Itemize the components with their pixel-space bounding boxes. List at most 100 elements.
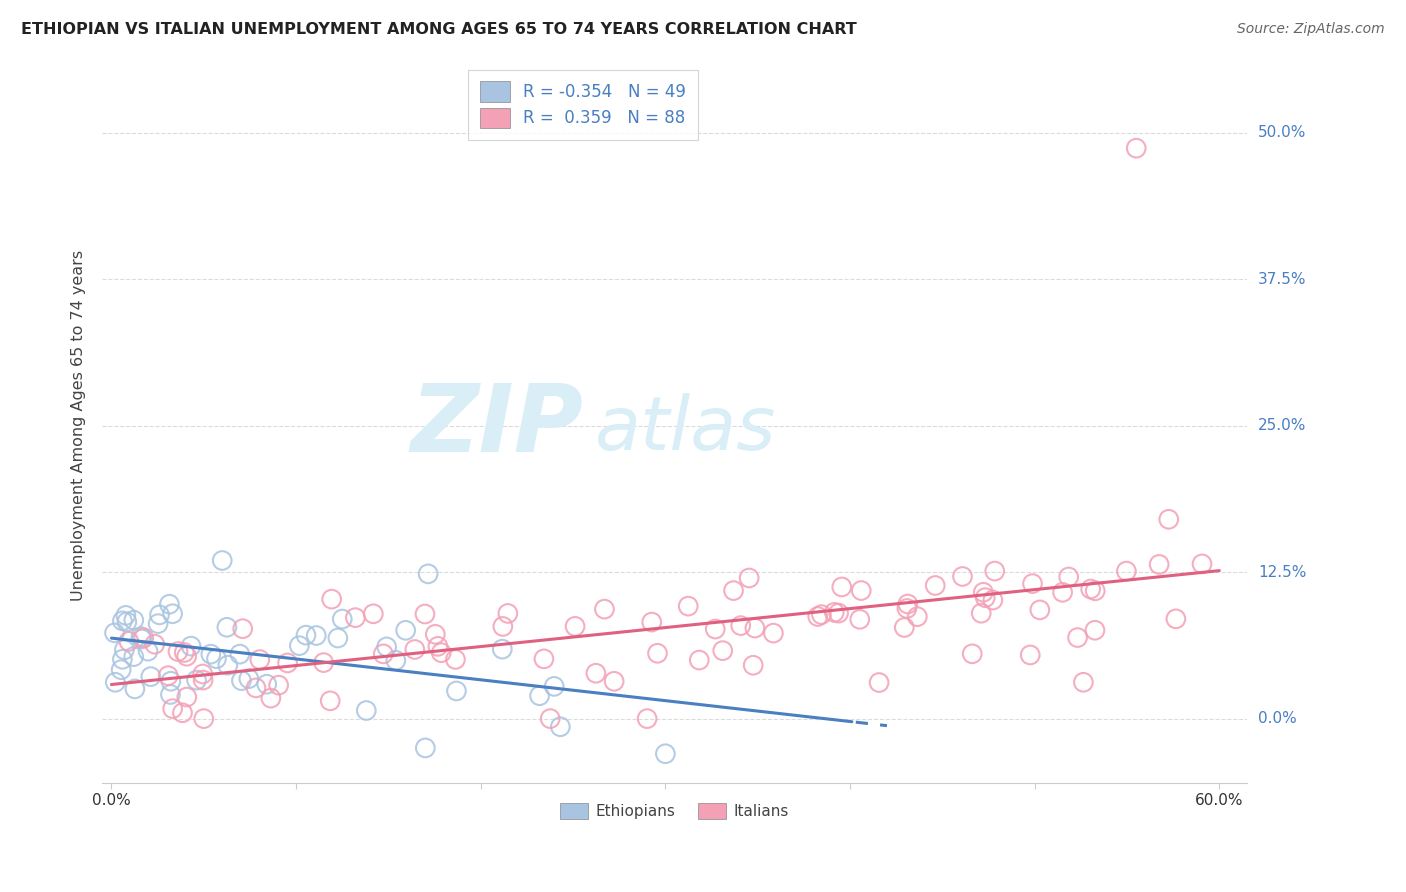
Point: [742, 658, 765, 673]
Point: [744, 621, 766, 635]
Point: [395, 624, 418, 638]
Point: [981, 593, 1004, 607]
Point: [810, 607, 832, 622]
Point: [139, 670, 162, 684]
Point: [344, 610, 367, 624]
Point: [321, 592, 343, 607]
Point: [215, 620, 238, 634]
Text: 37.5%: 37.5%: [1258, 272, 1306, 287]
Point: [678, 599, 700, 614]
Point: [231, 673, 253, 688]
Legend: Ethiopians, Italians: Ethiopians, Italians: [554, 797, 794, 825]
Point: [176, 649, 198, 664]
Point: [245, 681, 267, 695]
Point: [143, 637, 166, 651]
Point: [1057, 570, 1080, 584]
Point: [970, 606, 993, 620]
Point: [115, 615, 138, 629]
Point: [654, 747, 676, 761]
Point: [136, 644, 159, 658]
Point: [122, 649, 145, 664]
Point: [1019, 648, 1042, 662]
Point: [896, 601, 918, 615]
Point: [159, 597, 181, 611]
Point: [1066, 631, 1088, 645]
Point: [550, 720, 572, 734]
Point: [305, 628, 328, 642]
Point: [160, 674, 183, 689]
Point: [112, 642, 135, 657]
Point: [585, 666, 607, 681]
Point: [1115, 564, 1137, 578]
Point: [491, 642, 513, 657]
Point: [827, 606, 849, 620]
Point: [148, 607, 170, 622]
Point: [173, 646, 195, 660]
Point: [131, 632, 153, 646]
Point: [972, 585, 994, 599]
Point: [868, 675, 890, 690]
Point: [1080, 582, 1102, 596]
Point: [983, 564, 1005, 578]
Point: [974, 591, 997, 605]
Point: [229, 647, 252, 661]
Point: [232, 622, 254, 636]
Point: [636, 712, 658, 726]
Point: [319, 694, 342, 708]
Point: [176, 690, 198, 704]
Point: [723, 583, 745, 598]
Text: 25.0%: 25.0%: [1258, 418, 1306, 434]
Point: [492, 619, 515, 633]
Point: [110, 663, 132, 677]
Point: [249, 652, 271, 666]
Point: [641, 615, 664, 629]
Point: [730, 618, 752, 632]
Point: [893, 620, 915, 634]
Point: [1164, 612, 1187, 626]
Point: [711, 643, 734, 657]
Point: [1073, 675, 1095, 690]
Point: [426, 640, 449, 654]
Point: [267, 678, 290, 692]
Point: [162, 607, 184, 621]
Point: [603, 674, 626, 689]
Point: [413, 607, 436, 621]
Point: [564, 619, 586, 633]
Point: [111, 614, 134, 628]
Text: 0.0%: 0.0%: [1258, 711, 1296, 726]
Point: [104, 675, 127, 690]
Point: [1052, 585, 1074, 599]
Point: [124, 681, 146, 696]
Point: [924, 578, 946, 592]
Point: [217, 658, 239, 673]
Point: [326, 631, 349, 645]
Text: Source: ZipAtlas.com: Source: ZipAtlas.com: [1237, 22, 1385, 37]
Point: [256, 677, 278, 691]
Point: [415, 740, 437, 755]
Point: [205, 651, 228, 665]
Point: [330, 612, 353, 626]
Point: [543, 679, 565, 693]
Point: [738, 571, 761, 585]
Point: [260, 691, 283, 706]
Y-axis label: Unemployment Among Ages 65 to 74 years: Unemployment Among Ages 65 to 74 years: [72, 251, 86, 601]
Point: [1125, 141, 1147, 155]
Point: [115, 608, 138, 623]
Point: [375, 640, 398, 654]
Point: [647, 646, 669, 660]
Point: [404, 642, 426, 657]
Point: [295, 628, 318, 642]
Point: [533, 652, 555, 666]
Point: [363, 607, 385, 621]
Point: [1029, 603, 1052, 617]
Point: [167, 644, 190, 658]
Point: [1147, 558, 1170, 572]
Point: [688, 653, 710, 667]
Point: [277, 656, 299, 670]
Point: [200, 647, 222, 661]
Point: [159, 688, 181, 702]
Text: 12.5%: 12.5%: [1258, 565, 1306, 580]
Point: [444, 652, 467, 666]
Point: [897, 597, 920, 611]
Point: [446, 684, 468, 698]
